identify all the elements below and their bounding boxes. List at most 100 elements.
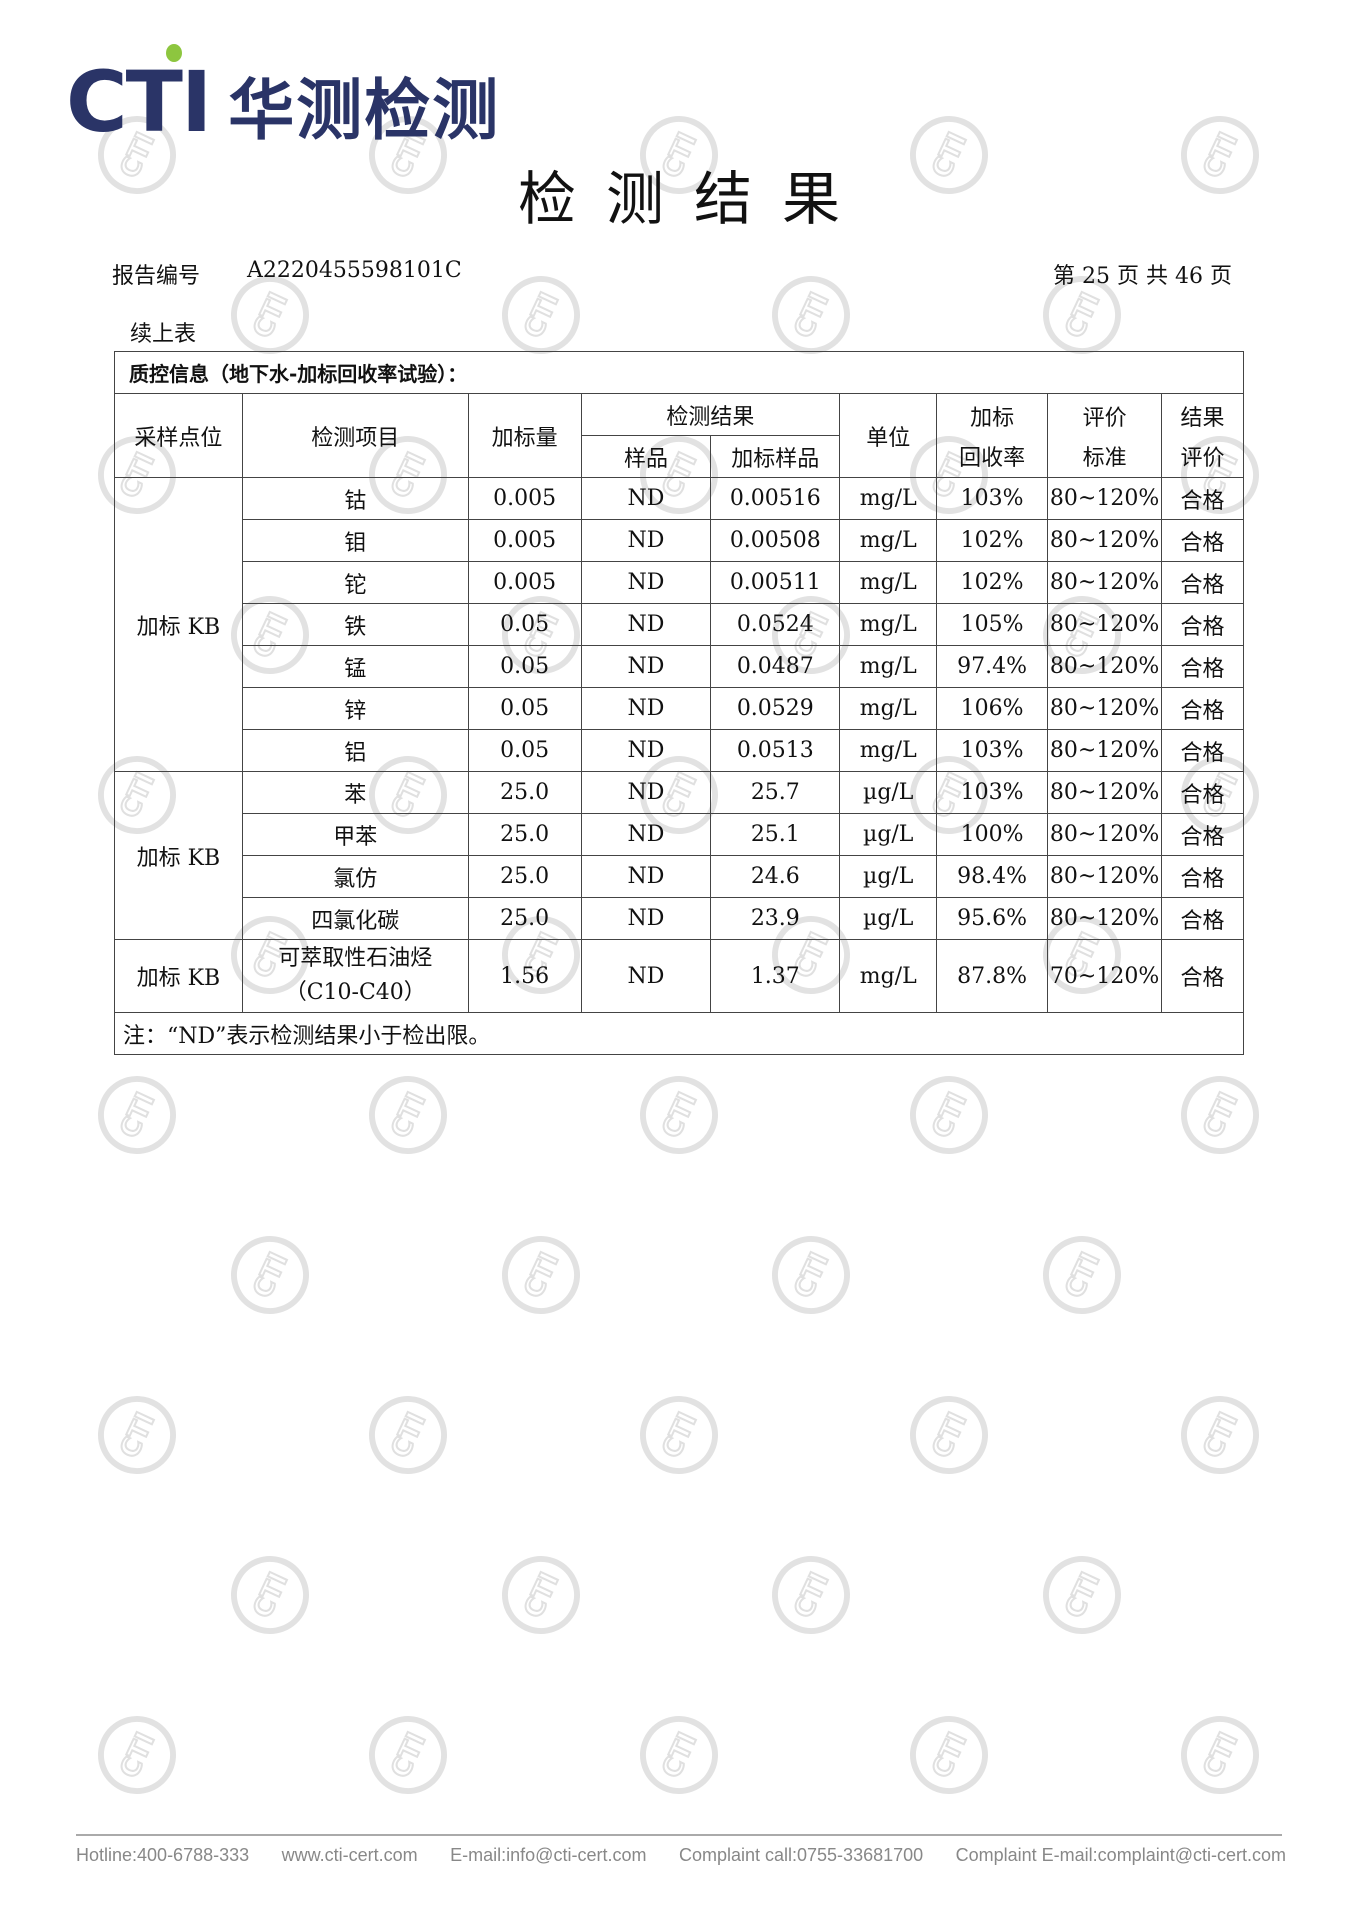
recovery-cell: 87.8% [936, 939, 1049, 1013]
cti-logo: CTI 华测检测 [66, 44, 501, 149]
header-unit: 单位 [839, 393, 938, 478]
watermark-seal: CTI [98, 1076, 176, 1154]
svg-text:CTI: CTI [518, 1248, 565, 1303]
svg-text:CTI: CTI [247, 1568, 294, 1623]
watermark-seal: CTI [640, 1076, 718, 1154]
sample-cell: ND [580, 603, 712, 646]
recovery-cell: 103% [936, 729, 1049, 772]
svg-text:CTI: CTI [114, 1728, 161, 1783]
item-cell: 苯 [241, 771, 469, 814]
standard-cell: 80~120% [1047, 729, 1163, 772]
header-recovery: 加标 回收率 [936, 393, 1049, 478]
sample-cell: ND [580, 477, 712, 520]
item-cell: 铝 [241, 729, 469, 772]
item-cell: 锰 [241, 645, 469, 688]
evaluation-cell: 合格 [1161, 813, 1244, 856]
unit-cell: µg/L [839, 897, 938, 940]
item-cell: 甲苯 [241, 813, 469, 856]
table-row: 锌 0.05 ND 0.0529 mg/L 106% 80~120% 合格 [115, 687, 1244, 730]
evaluation-cell: 合格 [1161, 687, 1244, 730]
standard-cell: 80~120% [1047, 561, 1163, 604]
header-evaluation-1: 结果 [1180, 405, 1225, 431]
header-spike: 加标量 [467, 393, 582, 478]
svg-text:CTI: CTI [385, 1408, 432, 1463]
sample-cell: ND [580, 897, 712, 940]
standard-cell: 80~120% [1047, 897, 1163, 940]
standard-cell: 70~120% [1047, 939, 1163, 1013]
item-cell: 四氯化碳 [241, 897, 469, 940]
spiked-sample-cell: 0.0487 [710, 645, 841, 688]
svg-text:CTI: CTI [247, 288, 294, 343]
item-cell: 锌 [241, 687, 469, 730]
unit-cell: mg/L [839, 477, 938, 520]
footer-hotline: Hotline:400-6788-333 [76, 1845, 250, 1865]
table-row: 铁 0.05 ND 0.0524 mg/L 105% 80~120% 合格 [115, 603, 1244, 646]
spike-cell: 25.0 [467, 813, 582, 856]
header-standard-2: 标准 [1082, 445, 1127, 471]
spiked-sample-cell: 0.0513 [710, 729, 841, 772]
watermark-seal: CTI [640, 1716, 718, 1794]
svg-text:CTI: CTI [114, 1408, 161, 1463]
svg-text:CTI: CTI [788, 1248, 835, 1303]
watermark-seal: CTI [772, 1556, 850, 1634]
section-title: 质控信息（地下水-加标回收率试验）： [114, 351, 1244, 394]
spike-cell: 25.0 [467, 771, 582, 814]
footer-email[interactable]: E-mail:info@cti-cert.com [450, 1845, 647, 1865]
standard-cell: 80~120% [1047, 855, 1163, 898]
item-cell: 铊 [241, 561, 469, 604]
table-row: 加标 KB 钴 0.005 ND 0.00516 mg/L 103% 80~120% 合格 [114, 477, 1244, 772]
unit-cell: mg/L [839, 939, 938, 1013]
recovery-cell: 106% [936, 687, 1049, 730]
watermark-seal: CTI [910, 1076, 988, 1154]
svg-text:CTI: CTI [788, 1568, 835, 1623]
watermark-seal: CTI [1181, 1716, 1259, 1794]
watermark-seal: CTI [1181, 1076, 1259, 1154]
recovery-cell: 95.6% [936, 897, 1049, 940]
unit-cell: µg/L [839, 855, 938, 898]
svg-text:CTI: CTI [1197, 1088, 1244, 1143]
watermark-seal: CTI [772, 276, 850, 354]
watermark-seal: CTI [772, 1236, 850, 1314]
svg-text:CTI: CTI [1197, 1408, 1244, 1463]
unit-cell: mg/L [839, 729, 938, 772]
item-name: 可萃取性石油烃（C10-C40） [278, 946, 433, 1005]
spike-cell: 0.05 [467, 645, 582, 688]
header-recovery-2: 回收率 [959, 445, 1026, 471]
table-row: 氯仿 25.0 ND 24.6 µg/L 98.4% 80~120% 合格 [115, 855, 1244, 898]
item-cell: 可萃取性石油烃（C10-C40） [241, 939, 469, 1013]
evaluation-cell: 合格 [1161, 603, 1244, 646]
sample-cell: ND [580, 519, 712, 562]
standard-cell: 80~120% [1047, 645, 1163, 688]
recovery-cell: 100% [936, 813, 1049, 856]
watermark-seal: CTI [910, 1396, 988, 1474]
table-note: 注：“ND”表示检测结果小于检出限。 [114, 1012, 1244, 1055]
spiked-sample-cell: 0.00516 [710, 477, 841, 520]
footer-complaint-call: Complaint call:0755-33681700 [678, 1845, 924, 1865]
watermark-seal: CTI [1181, 1396, 1259, 1474]
recovery-cell: 98.4% [936, 855, 1049, 898]
watermark-seal: CTI [502, 276, 580, 354]
watermark-seal: CTI [502, 1556, 580, 1634]
unit-cell: mg/L [839, 645, 938, 688]
evaluation-cell: 合格 [1161, 855, 1244, 898]
sample-cell: ND [580, 855, 712, 898]
recovery-cell: 102% [936, 519, 1049, 562]
spiked-sample-cell: 0.00511 [710, 561, 841, 604]
report-number: A2220455598101C [247, 258, 462, 283]
svg-text:CTI: CTI [1059, 288, 1106, 343]
svg-text:CTI: CTI [926, 1088, 973, 1143]
sample-cell: ND [580, 939, 712, 1013]
header-item: 检测项目 [241, 393, 469, 478]
table-row: 钼 0.005 ND 0.00508 mg/L 102% 80~120% 合格 [115, 519, 1244, 562]
table-row: 四氯化碳 25.0 ND 23.9 µg/L 95.6% 80~120% 合格 [115, 897, 1244, 940]
unit-cell: mg/L [839, 519, 938, 562]
svg-text:CTI: CTI [788, 288, 835, 343]
svg-text:CTI: CTI [1059, 1568, 1106, 1623]
unit-cell: mg/L [839, 687, 938, 730]
spike-cell: 0.005 [467, 477, 582, 520]
logo-cn: 华测检测 [228, 72, 501, 149]
footer-website[interactable]: www.cti-cert.com [281, 1845, 418, 1865]
watermark-seal: CTI [369, 1396, 447, 1474]
footer-complaint-email[interactable]: Complaint E-mail:complaint@cti-cert.com [955, 1845, 1286, 1865]
